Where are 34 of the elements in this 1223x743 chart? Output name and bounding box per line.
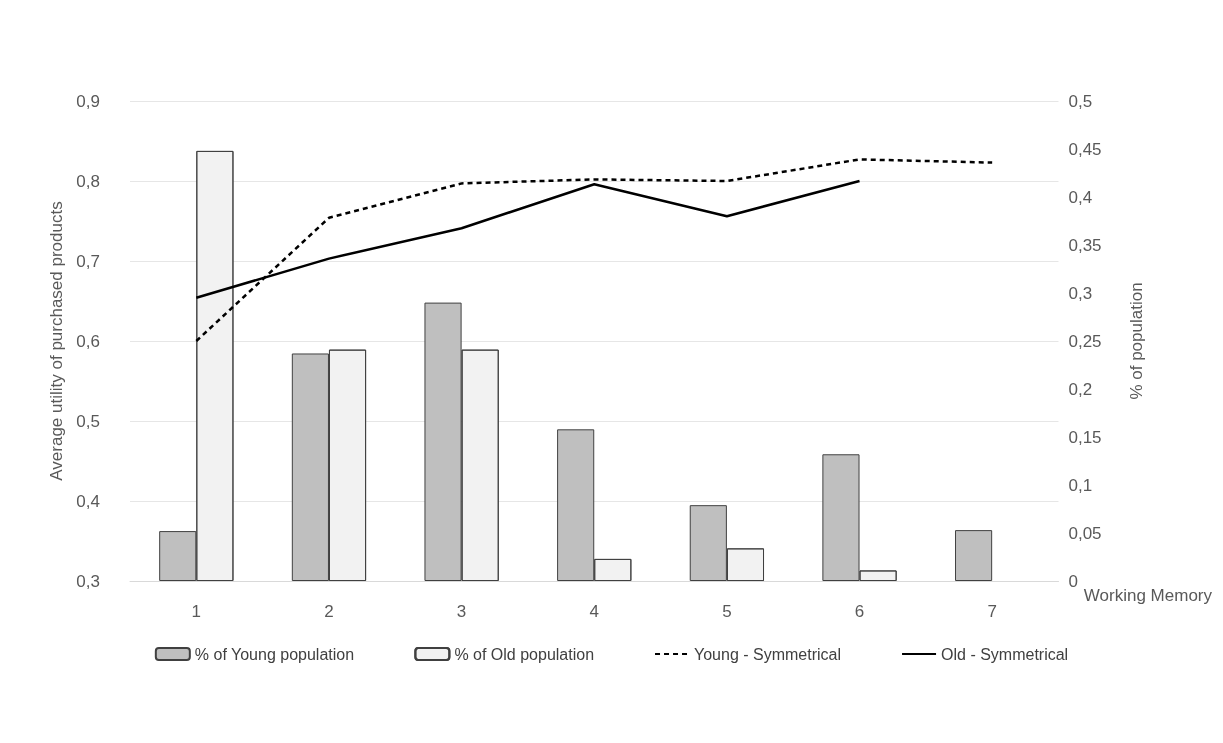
y2-tick-label: 0,35 (1068, 235, 1102, 255)
y-tick-label: 0,3 (76, 571, 100, 591)
x-tick-label: 2 (324, 602, 334, 621)
y2-axis-title: % of population (1127, 282, 1147, 400)
legend-label: % of Old population (454, 645, 595, 663)
x-tick-label: 7 (987, 602, 997, 621)
y-tick-label: 0,9 (76, 91, 100, 111)
y2-tick-label: 0,5 (1068, 91, 1093, 111)
y2-tick-label: 0,05 (1068, 523, 1102, 543)
x-tick-label: 1 (191, 602, 202, 621)
x-tick-label: 5 (722, 602, 732, 621)
y-tick-label: 0,4 (76, 491, 100, 511)
y-tick-label: 0,5 (76, 411, 100, 431)
y-tick-label: 0,7 (76, 251, 100, 271)
y2-tick-label: 0,3 (1068, 283, 1093, 303)
y2-tick-label: 0,2 (1068, 379, 1093, 399)
y2-tick-label: 0,4 (1068, 187, 1093, 207)
legend-label: % of Young population (194, 645, 355, 663)
y2-tick-label: 0,1 (1068, 475, 1093, 495)
x-axis-title: Working Memory (1083, 586, 1213, 605)
bar (955, 530, 993, 581)
y2-tick-label: 0,25 (1068, 331, 1102, 351)
y-axis-title: Average utility of purchased products (47, 201, 67, 481)
x-tick-label: 6 (854, 602, 865, 621)
y2-tick-label: 0 (1068, 571, 1078, 591)
legend-label: Young - Symmetrical (694, 645, 842, 663)
x-tick-label: 4 (589, 602, 599, 621)
y2-tick-label: 0,45 (1068, 139, 1102, 159)
y-tick-label: 0,6 (76, 331, 100, 351)
legend-label: Old - Symmetrical (941, 645, 1069, 663)
y-tick-label: 0,8 (76, 171, 100, 191)
line-series (195, 158, 994, 343)
y2-tick-label: 0,15 (1068, 427, 1102, 447)
x-tick-label: 3 (456, 602, 467, 621)
